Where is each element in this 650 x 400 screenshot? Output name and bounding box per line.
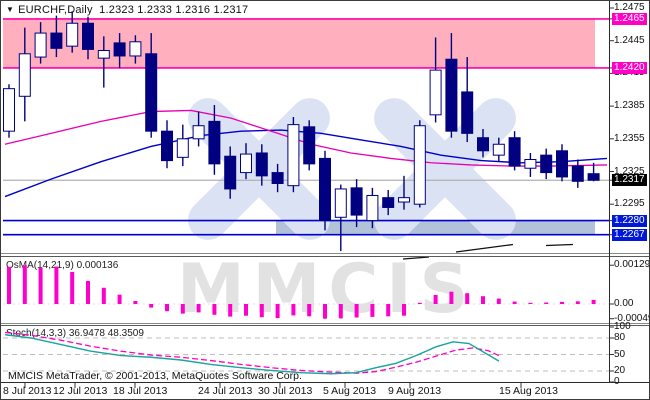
- osma-indicator-label: OsMA(14,21,9) 0.000136: [6, 260, 119, 271]
- stoch-indicator-label: Stoch(14,3,3) 36.9478 48.3509: [6, 328, 144, 339]
- chart-title: ▼ EURCHF,Daily 1.2323 1.2333 1.2316 1.231…: [6, 4, 248, 16]
- symbol-collapse-icon[interactable]: ▼: [6, 5, 15, 14]
- title-ohlc-values: 1.2323 1.2333 1.2316 1.2317: [99, 4, 249, 16]
- copyright-text: MMCIS MetaTrader, © 2001-2013, MetaQuote…: [8, 370, 302, 382]
- symbol-period-label: EURCHF,Daily: [18, 4, 93, 16]
